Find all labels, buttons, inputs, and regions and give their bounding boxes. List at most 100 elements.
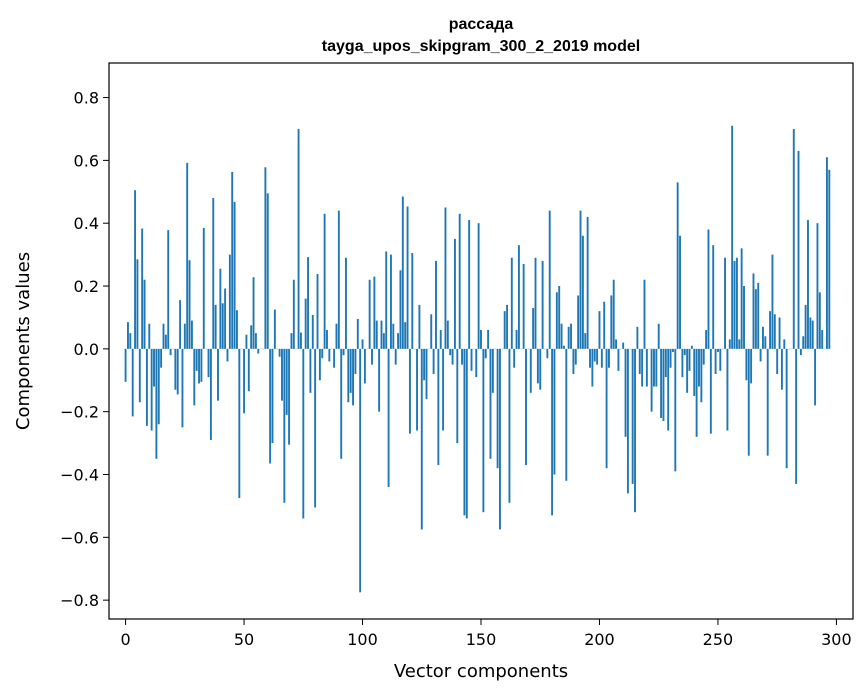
- bar-70: [290, 333, 293, 349]
- bar-135: [444, 207, 447, 349]
- bar-241: [695, 348, 698, 437]
- bar-272: [769, 311, 772, 349]
- bar-95: [349, 348, 352, 393]
- bar-178: [546, 348, 549, 359]
- bar-287: [804, 304, 807, 349]
- bar-99: [359, 348, 362, 593]
- bar-71: [292, 279, 295, 349]
- bar-28: [190, 320, 193, 349]
- bar-151: [482, 348, 485, 513]
- bar-92: [342, 348, 345, 356]
- bar-291: [814, 348, 817, 406]
- bar-60: [266, 193, 269, 349]
- bar-101: [363, 348, 366, 384]
- bar-2: [129, 333, 132, 349]
- y-tick-label: 0.8: [74, 89, 99, 108]
- bar-197: [591, 348, 594, 387]
- bar-126: [423, 348, 426, 381]
- bar-12: [153, 348, 155, 387]
- x-tick-label: 300: [821, 630, 852, 649]
- x-tick-label: 100: [347, 630, 378, 649]
- bar-8: [143, 279, 146, 349]
- bar-38: [214, 304, 217, 349]
- bar-296: [825, 157, 828, 349]
- bar-78: [309, 348, 312, 393]
- bar-67: [283, 348, 286, 503]
- bar-97: [354, 348, 357, 374]
- bar-123: [416, 348, 418, 431]
- bar-216: [636, 326, 639, 349]
- bar-42: [224, 288, 227, 349]
- bar-105: [373, 276, 376, 349]
- bar-274: [773, 314, 776, 349]
- bar-161: [506, 304, 509, 349]
- bar-94: [347, 348, 350, 403]
- chart-title: рассада: [449, 16, 514, 33]
- bar-289: [809, 317, 812, 349]
- bar-237: [686, 348, 689, 393]
- bar-6: [138, 348, 141, 403]
- bar-13: [155, 348, 158, 459]
- bar-4: [134, 190, 137, 349]
- bar-263: [747, 348, 750, 456]
- bar-282: [792, 128, 795, 349]
- bar-33: [202, 227, 205, 349]
- bar-226: [660, 348, 663, 418]
- bar-206: [612, 279, 615, 349]
- bar-53: [250, 325, 253, 349]
- bar-145: [468, 220, 471, 349]
- bar-66: [281, 348, 283, 401]
- bar-193: [581, 235, 584, 349]
- bar-104: [371, 348, 373, 365]
- bar-14: [157, 348, 160, 425]
- bar-103: [368, 279, 371, 349]
- bar-23: [179, 300, 182, 349]
- bar-138: [451, 348, 454, 365]
- bar-195: [586, 216, 589, 349]
- bar-11: [150, 348, 153, 431]
- bar-75: [302, 348, 305, 519]
- bar-190: [574, 348, 577, 365]
- bar-18: [167, 230, 170, 349]
- bar-83: [321, 348, 324, 359]
- bar-29: [193, 348, 196, 406]
- bar-271: [766, 348, 769, 456]
- bar-172: [532, 308, 535, 349]
- bar-180: [551, 348, 554, 516]
- bar-267: [757, 282, 760, 349]
- bar-59: [264, 167, 267, 349]
- bar-265: [752, 273, 755, 349]
- bar-235: [681, 348, 684, 378]
- bar-131: [435, 260, 437, 349]
- bar-217: [638, 348, 641, 374]
- bar-140: [456, 348, 459, 444]
- y-tick-label: −0.2: [60, 403, 99, 422]
- bar-136: [446, 320, 449, 349]
- bar-120: [408, 348, 411, 434]
- bar-164: [513, 348, 516, 368]
- bar-65: [278, 348, 281, 357]
- bar-112: [390, 254, 392, 349]
- bar-32: [200, 348, 203, 382]
- bar-16: [162, 323, 165, 349]
- chart-subtitle: tayga_upos_skipgram_300_2_2019 model: [322, 38, 640, 55]
- bar-106: [375, 320, 378, 349]
- bar-203: [605, 348, 608, 469]
- bar-124: [418, 304, 421, 349]
- bar-5: [136, 259, 139, 349]
- bar-25: [183, 323, 186, 349]
- bar-146: [470, 348, 473, 371]
- x-tick-label: 50: [234, 630, 254, 649]
- bar-268: [759, 348, 762, 362]
- x-tick-label: 0: [120, 630, 130, 649]
- y-tick-label: 0.6: [74, 151, 99, 170]
- bar-262: [745, 348, 748, 381]
- bar-157: [496, 348, 499, 469]
- bar-45: [231, 172, 234, 349]
- bar-264: [750, 348, 753, 384]
- bar-220: [645, 348, 648, 387]
- x-tick-label: 200: [584, 630, 615, 649]
- y-tick-label: −0.4: [60, 466, 99, 485]
- bar-137: [449, 348, 452, 356]
- bar-150: [480, 330, 482, 349]
